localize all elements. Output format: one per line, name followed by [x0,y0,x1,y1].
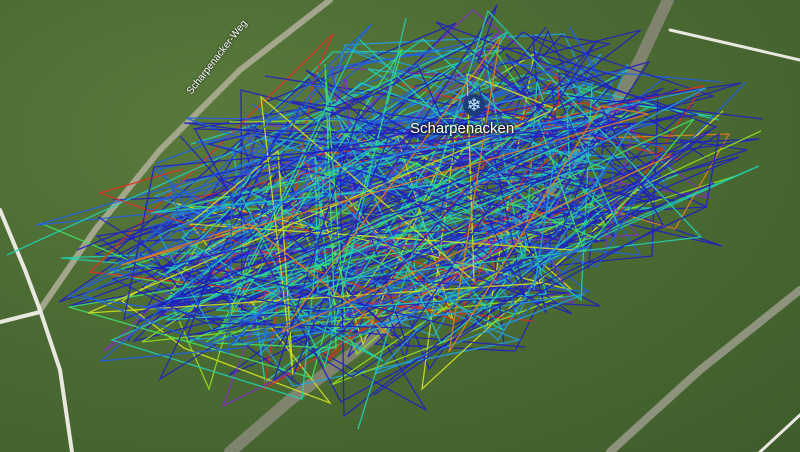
track-line [158,79,595,375]
road-scharpenacker-weg [37,0,333,313]
track-line [193,4,742,403]
track-line [289,100,657,396]
track-line [123,105,638,321]
track-line [87,73,587,376]
track-line [221,31,575,408]
road-west-branch [0,310,42,324]
track-line [141,116,762,386]
snowflake-icon[interactable]: ❄ [463,94,485,116]
track-line [76,106,570,320]
track-line [67,59,594,362]
track-line [88,33,569,391]
track-line [97,130,715,418]
track-line [178,43,668,268]
track-line [163,9,703,430]
road-top-right [668,28,800,62]
track-line [305,87,707,341]
road-bottom-right [606,286,800,452]
track-line [164,35,716,352]
track-line [81,23,589,354]
road-right-edge [758,413,800,452]
place-label[interactable]: Scharpenacken [410,120,515,137]
road-west [0,208,74,452]
track-line [233,31,508,326]
track-line [158,32,526,381]
track-line [111,41,597,382]
flight-tracks [6,4,764,430]
